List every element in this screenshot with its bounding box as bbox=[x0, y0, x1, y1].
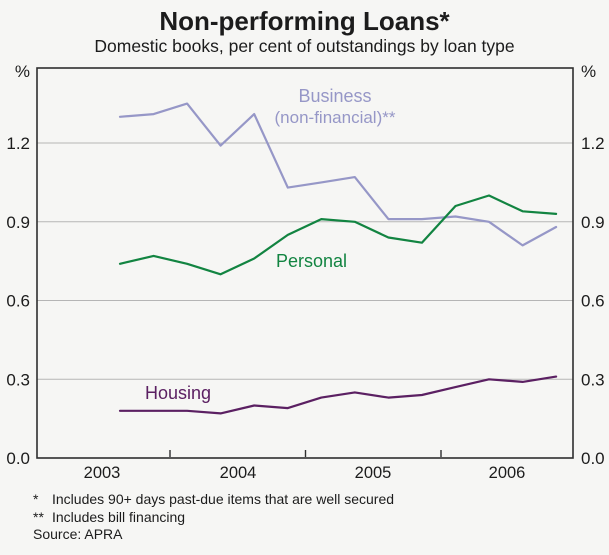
y-axis-label-right-1.2: 1.2 bbox=[581, 134, 605, 153]
chart-subtitle: Domestic books, per cent of outstandings… bbox=[94, 36, 515, 56]
plot-frame bbox=[36, 67, 574, 459]
source-label: Source: APRA bbox=[33, 526, 123, 542]
business-series-label-line1: Business bbox=[298, 86, 372, 106]
business-series-label: Business (non-financial)** bbox=[252, 86, 418, 128]
y-axis-label-right-0.9: 0.9 bbox=[581, 213, 605, 232]
personal-line bbox=[118, 194, 558, 276]
housing-series-label: Housing bbox=[145, 383, 212, 403]
y-axis-label-left-0.6: 0.6 bbox=[6, 292, 30, 311]
business-series-label-line2: (non-financial)** bbox=[274, 108, 396, 127]
housing-line bbox=[118, 375, 558, 415]
footnote-1-marker: * bbox=[33, 491, 39, 507]
footnote-1-text: Includes 90+ days past-due items that ar… bbox=[52, 491, 395, 507]
business-line bbox=[118, 102, 558, 247]
footnote-2-text: Includes bill financing bbox=[52, 508, 186, 525]
y-axis-label-left-0.3: 0.3 bbox=[6, 370, 30, 389]
x-axis-label-2003: 2003 bbox=[84, 464, 121, 482]
y-axis-unit-right: % bbox=[581, 62, 596, 81]
footnote-2-marker: ** bbox=[33, 508, 44, 525]
footnote-2: ** Includes bill financing bbox=[33, 509, 394, 527]
y-axis-label-left-0.9: 0.9 bbox=[6, 213, 30, 232]
y-axis-label-right-0.0: 0.0 bbox=[581, 449, 605, 468]
y-axis-unit-left: % bbox=[15, 62, 30, 81]
x-axis-label-2004: 2004 bbox=[220, 464, 257, 482]
chart-title: Non-performing Loans* bbox=[159, 6, 450, 36]
x-axis-label-2006: 2006 bbox=[489, 464, 526, 482]
footnote-1: * Includes 90+ days past-due items that … bbox=[33, 491, 394, 509]
y-axis-label-right-0.3: 0.3 bbox=[581, 370, 605, 389]
y-axis-label-right-0.6: 0.6 bbox=[581, 292, 605, 311]
personal-series-label: Personal bbox=[276, 251, 348, 271]
y-axis-label-left-1.2: 1.2 bbox=[6, 134, 30, 153]
y-axis-label-left-0.0: 0.0 bbox=[6, 449, 30, 468]
footnotes-block: * Includes 90+ days past-due items that … bbox=[33, 491, 394, 544]
x-axis-label-2005: 2005 bbox=[355, 464, 392, 482]
